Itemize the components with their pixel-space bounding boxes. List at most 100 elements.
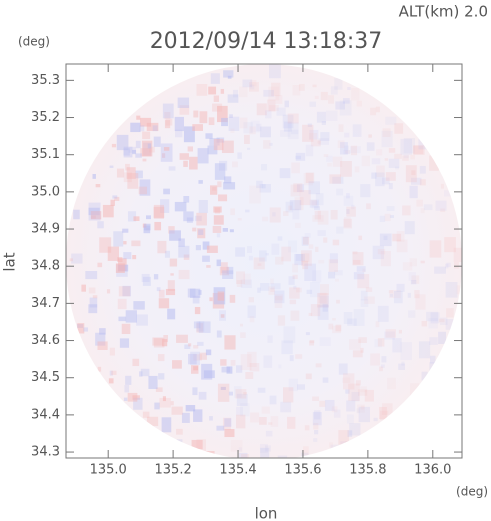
echo-cell xyxy=(302,446,309,456)
echo-cell xyxy=(314,429,319,435)
echo-cell xyxy=(388,183,393,190)
echo-cell xyxy=(343,150,351,155)
echo-cell xyxy=(272,212,276,217)
echo-cell xyxy=(420,260,425,264)
echo-cell xyxy=(352,350,363,358)
echo-cell xyxy=(274,290,285,304)
echo-cell xyxy=(396,239,408,253)
x-tick-label: 135.8 xyxy=(349,463,386,478)
echo-cell xyxy=(162,339,168,347)
echo-cell xyxy=(269,207,281,223)
echo-cell xyxy=(158,289,165,298)
echo-cell xyxy=(240,403,250,417)
echo-cell xyxy=(268,422,273,425)
echo-cell xyxy=(124,385,130,393)
echo-cell xyxy=(438,331,447,344)
echo-cell xyxy=(418,341,431,359)
echo-cell xyxy=(249,126,256,135)
echo-cell xyxy=(312,396,319,402)
echo-cell xyxy=(224,418,232,427)
echo-cell xyxy=(379,366,383,372)
echo-cell xyxy=(429,362,441,373)
echo-cell xyxy=(385,172,396,181)
echo-cell xyxy=(364,296,375,304)
echo-cell xyxy=(418,385,429,399)
echo-cell xyxy=(352,259,361,265)
echo-cell xyxy=(132,395,140,400)
echo-cell xyxy=(342,377,351,384)
echo-cell xyxy=(302,260,309,270)
echo-cell xyxy=(153,338,165,348)
echo-cell xyxy=(360,405,365,410)
echo-cell xyxy=(381,356,387,363)
echo-cell xyxy=(402,262,413,271)
echo-cell xyxy=(368,134,372,138)
echo-cell xyxy=(291,162,300,174)
echo-cell xyxy=(238,447,243,452)
echo-cell xyxy=(243,273,251,285)
echo-cell xyxy=(247,305,256,318)
echo-cell xyxy=(279,168,291,179)
echo-cell xyxy=(303,236,310,245)
echo-cell xyxy=(326,110,338,122)
echo-cell xyxy=(283,387,294,403)
echo-cell xyxy=(265,110,272,119)
echo-cell xyxy=(351,392,360,402)
echo-cell xyxy=(312,270,322,283)
echo-cell xyxy=(267,99,276,112)
echo-cell xyxy=(357,404,365,413)
echo-cell xyxy=(163,334,168,343)
echo-cell xyxy=(140,368,150,377)
echo-cell xyxy=(163,188,170,195)
subtitle: ALT(km) 2.0 xyxy=(399,3,488,21)
echo-cell xyxy=(287,113,299,124)
echo-cell xyxy=(172,360,182,369)
echo-cell xyxy=(265,445,271,452)
echo-cell xyxy=(271,243,280,255)
echo-cell xyxy=(302,124,314,142)
echo-cell xyxy=(383,235,388,241)
echo-cell xyxy=(127,211,137,222)
echo-cell xyxy=(289,299,297,305)
echo-cell xyxy=(253,257,265,270)
echo-cell xyxy=(421,320,428,327)
echo-cell xyxy=(145,215,151,220)
echo-cell xyxy=(409,185,418,199)
echo-cell xyxy=(288,276,295,285)
echo-cell xyxy=(257,287,261,293)
echo-cell xyxy=(245,371,254,379)
echo-cell xyxy=(366,203,371,210)
echo-cell xyxy=(335,278,340,282)
echo-cell xyxy=(328,271,336,279)
echo-cell xyxy=(382,128,391,137)
echo-cell xyxy=(346,414,354,424)
echo-cell xyxy=(301,250,312,266)
echo-cell xyxy=(338,124,344,132)
echo-cell xyxy=(351,204,355,210)
echo-cell xyxy=(289,355,294,362)
echo-cell xyxy=(320,91,328,101)
echo-cell xyxy=(157,240,167,254)
echo-cell xyxy=(230,359,236,366)
y-tick-label: 35.1 xyxy=(31,147,60,162)
echo-cell xyxy=(205,133,213,139)
echo-cell xyxy=(371,158,381,165)
echo-cell xyxy=(334,270,343,276)
echo-cell xyxy=(309,340,315,346)
echo-cell xyxy=(353,309,365,326)
echo-cell xyxy=(110,199,115,206)
echo-cell xyxy=(152,337,164,346)
echo-cell xyxy=(146,416,159,427)
echo-cell xyxy=(125,310,137,323)
echo-cell xyxy=(230,208,236,216)
echo-cell xyxy=(414,290,420,299)
echo-cell xyxy=(243,122,253,134)
echo-cell xyxy=(396,283,405,292)
echo-cell xyxy=(314,95,319,100)
echo-cell xyxy=(92,173,96,179)
echo-cell xyxy=(203,370,215,379)
echo-cell xyxy=(195,245,201,251)
echo-cell xyxy=(213,138,224,151)
echo-cell xyxy=(310,304,321,317)
echo-cell xyxy=(128,146,136,153)
